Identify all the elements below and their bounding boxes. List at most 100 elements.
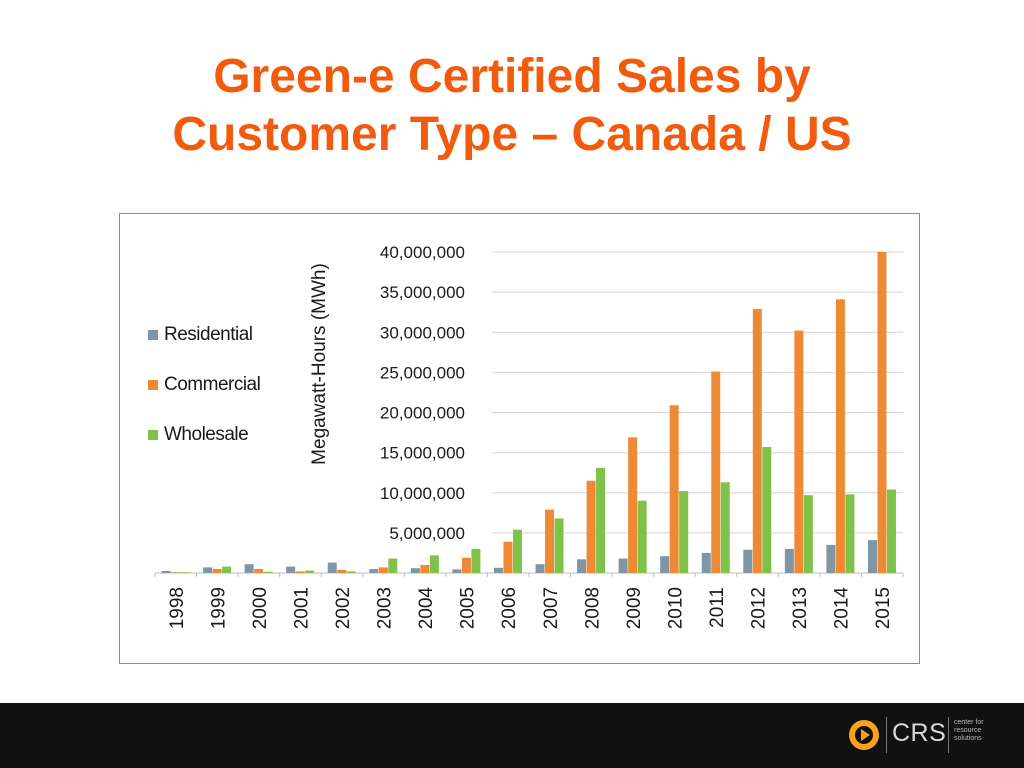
bar-wholesale-2008 — [596, 467, 606, 573]
slide-title-line-1: Green-e Certified Sales by — [213, 50, 811, 103]
crs-logo: CRS center for resource solutions — [848, 715, 998, 755]
chart-legend: Residential Commercial Wholesale — [138, 324, 298, 474]
bar-commercial-2015 — [877, 252, 887, 573]
y-tick-label: 15,000,000 — [380, 444, 465, 463]
bar-wholesale-2009 — [637, 500, 647, 573]
x-tick-label: 2009 — [624, 587, 645, 629]
x-tick-label: 2010 — [665, 587, 686, 629]
legend-item-residential: Residential — [138, 324, 298, 374]
bar-wholesale-2001 — [305, 570, 315, 573]
x-tick-label: 2011 — [707, 587, 728, 628]
x-tick-label: 2015 — [873, 587, 894, 629]
x-tick-label: 2003 — [375, 587, 396, 629]
bar-chart: 5,000,000 10,000,000 15,000,000 20,000,000 2… — [154, 243, 904, 630]
logo-tagline: center for resource solutions — [954, 719, 984, 742]
x-tick-label: 2001 — [291, 587, 312, 629]
bar-commercial-1999 — [212, 568, 222, 573]
bar-wholesale-2003 — [388, 558, 398, 573]
logo-divider-2 — [948, 717, 949, 753]
x-tick-label: 2002 — [333, 587, 354, 629]
legend-swatch-wholesale — [148, 430, 158, 440]
legend-item-commercial: Commercial — [138, 374, 298, 424]
x-tick-label: 2007 — [541, 587, 562, 629]
x-tick-label: 2013 — [790, 587, 811, 629]
legend-item-wholesale: Wholesale — [138, 424, 298, 474]
bar-residential-2006 — [493, 567, 503, 573]
bar-wholesale-2005 — [471, 548, 481, 573]
y-tick-label: 10,000,000 — [380, 484, 465, 503]
bar-commercial-2006 — [503, 541, 513, 573]
slide-title: Green-e Certified Sales by Customer Type… — [0, 48, 1024, 164]
bar-residential-2004 — [410, 568, 420, 573]
bar-residential-2002 — [327, 562, 337, 573]
bar-commercial-2007 — [545, 509, 555, 573]
x-tick-label: 2014 — [832, 587, 853, 630]
y-axis-label: Megawatt-Hours (MWh) — [309, 263, 330, 465]
bar-wholesale-2002 — [346, 571, 356, 573]
logo-divider — [886, 717, 887, 753]
x-tick-label: 2012 — [749, 587, 770, 629]
bar-residential-2015 — [867, 540, 877, 573]
bar-commercial-2009 — [628, 437, 638, 573]
bar-residential-2009 — [618, 558, 628, 573]
bar-commercial-2011 — [711, 371, 721, 573]
legend-swatch-residential — [148, 330, 158, 340]
bar-commercial-2001 — [295, 571, 305, 573]
bar-residential-2014 — [826, 544, 836, 573]
chart-frame: Residential Commercial Wholesale 5,000,0… — [119, 213, 920, 664]
bar-wholesale-2007 — [554, 518, 564, 573]
bar-residential-2005 — [452, 569, 462, 573]
x-tick-label: 1998 — [167, 587, 188, 629]
x-tick-label: 2005 — [458, 587, 479, 629]
bar-wholesale-2014 — [845, 494, 855, 573]
bar-residential-2007 — [535, 564, 545, 573]
play-circle-icon — [849, 720, 879, 750]
bar-commercial-1998 — [171, 572, 181, 573]
bar-residential-2010 — [660, 556, 670, 573]
legend-swatch-commercial — [148, 380, 158, 390]
legend-label-residential: Residential — [164, 324, 253, 345]
bar-wholesale-2010 — [679, 491, 689, 573]
bar-commercial-2012 — [752, 308, 762, 573]
bar-commercial-2003 — [378, 567, 388, 573]
x-tick-label: 2004 — [416, 587, 437, 630]
bar-wholesale-1998 — [180, 572, 190, 573]
logo-text: CRS — [892, 719, 947, 747]
bar-wholesale-2015 — [886, 489, 896, 573]
bar-residential-1999 — [203, 567, 213, 573]
slide-title-line-2: Customer Type – Canada / US — [172, 108, 852, 161]
bar-commercial-2008 — [586, 480, 596, 573]
bar-residential-2012 — [743, 549, 753, 573]
bar-commercial-2014 — [835, 299, 845, 573]
bar-commercial-2010 — [669, 405, 679, 573]
y-tick-label: 25,000,000 — [380, 363, 465, 382]
bar-commercial-2004 — [420, 564, 430, 573]
bar-residential-2011 — [701, 552, 711, 573]
bar-wholesale-2000 — [263, 571, 273, 573]
x-tick-label: 2000 — [250, 587, 271, 629]
bar-wholesale-2011 — [720, 482, 730, 573]
bar-wholesale-2013 — [803, 495, 813, 573]
bar-residential-2000 — [244, 564, 254, 573]
x-tick-label: 2008 — [582, 587, 603, 629]
legend-label-commercial: Commercial — [164, 374, 261, 395]
bar-wholesale-1999 — [222, 566, 232, 573]
bar-wholesale-2006 — [512, 529, 522, 573]
x-tick-label: 2006 — [499, 587, 520, 629]
bar-commercial-2005 — [461, 557, 471, 573]
bar-wholesale-2012 — [762, 447, 772, 573]
y-tick-label: 30,000,000 — [380, 323, 465, 342]
y-tick-label: 35,000,000 — [380, 283, 465, 302]
y-tick-label: 20,000,000 — [380, 404, 465, 423]
y-tick-label: 40,000,000 — [380, 243, 465, 262]
legend-label-wholesale: Wholesale — [164, 424, 249, 445]
bar-residential-2003 — [369, 568, 379, 573]
x-tick-label: 1999 — [208, 587, 229, 629]
bar-commercial-2002 — [337, 569, 347, 573]
bar-commercial-2000 — [254, 568, 264, 573]
y-tick-label: 5,000,000 — [389, 524, 465, 543]
bar-commercial-2013 — [794, 330, 804, 573]
bar-residential-2013 — [784, 548, 794, 573]
bar-residential-2008 — [577, 559, 587, 573]
footer-bar: CRS center for resource solutions — [0, 703, 1024, 768]
